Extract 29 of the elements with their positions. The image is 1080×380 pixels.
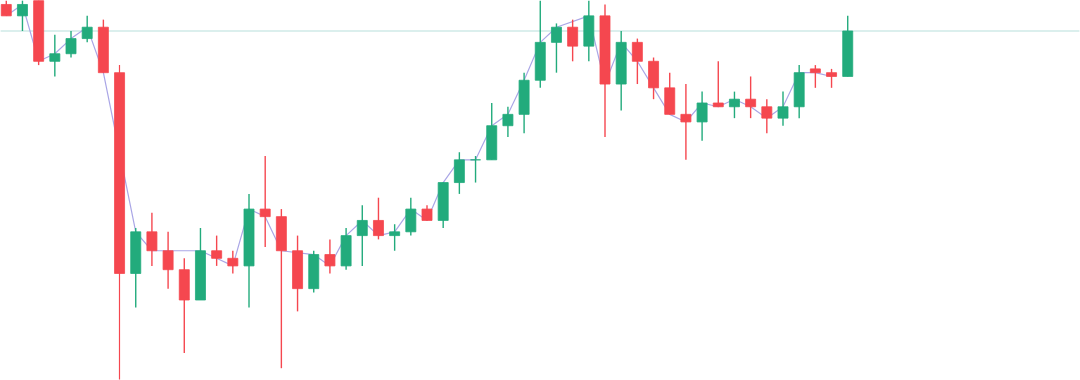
candlestick — [729, 90, 740, 119]
candlestick — [324, 238, 336, 275]
candlestick — [356, 204, 368, 267]
candlestick — [777, 90, 789, 127]
candlestick — [259, 155, 271, 248]
candlestick — [680, 83, 692, 161]
candlestick — [65, 30, 77, 59]
candlestick — [146, 212, 158, 267]
candlestick — [470, 155, 481, 184]
candlestick — [809, 64, 821, 89]
candlestick — [211, 234, 223, 267]
candlestick — [81, 15, 93, 43]
candlestick — [745, 75, 757, 119]
candlestick — [761, 98, 773, 134]
candlestick — [405, 196, 417, 237]
candlestick — [453, 151, 465, 195]
candlestick — [17, 0, 28, 32]
candlestick — [162, 230, 174, 290]
candlestick — [373, 196, 384, 240]
candlestick — [49, 33, 61, 78]
candlestick — [696, 90, 708, 142]
candlestick — [631, 37, 643, 85]
candlestick — [227, 249, 239, 275]
candlestick — [567, 18, 579, 62]
candlestick — [826, 68, 837, 89]
candlestick — [551, 22, 562, 74]
candlestick — [389, 223, 401, 252]
candlestick — [502, 105, 514, 138]
candlestick — [712, 60, 724, 108]
